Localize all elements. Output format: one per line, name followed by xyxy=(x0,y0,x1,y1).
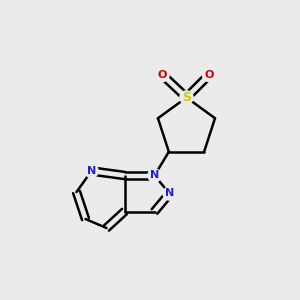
Circle shape xyxy=(180,91,193,104)
Text: N: N xyxy=(87,166,96,176)
Text: N: N xyxy=(150,170,159,181)
Circle shape xyxy=(202,68,216,82)
Text: O: O xyxy=(204,70,214,80)
Circle shape xyxy=(163,187,176,200)
Text: O: O xyxy=(158,70,167,80)
Circle shape xyxy=(85,164,98,178)
Circle shape xyxy=(148,169,161,182)
Circle shape xyxy=(156,68,169,82)
Text: N: N xyxy=(165,188,174,199)
Text: S: S xyxy=(182,91,191,104)
